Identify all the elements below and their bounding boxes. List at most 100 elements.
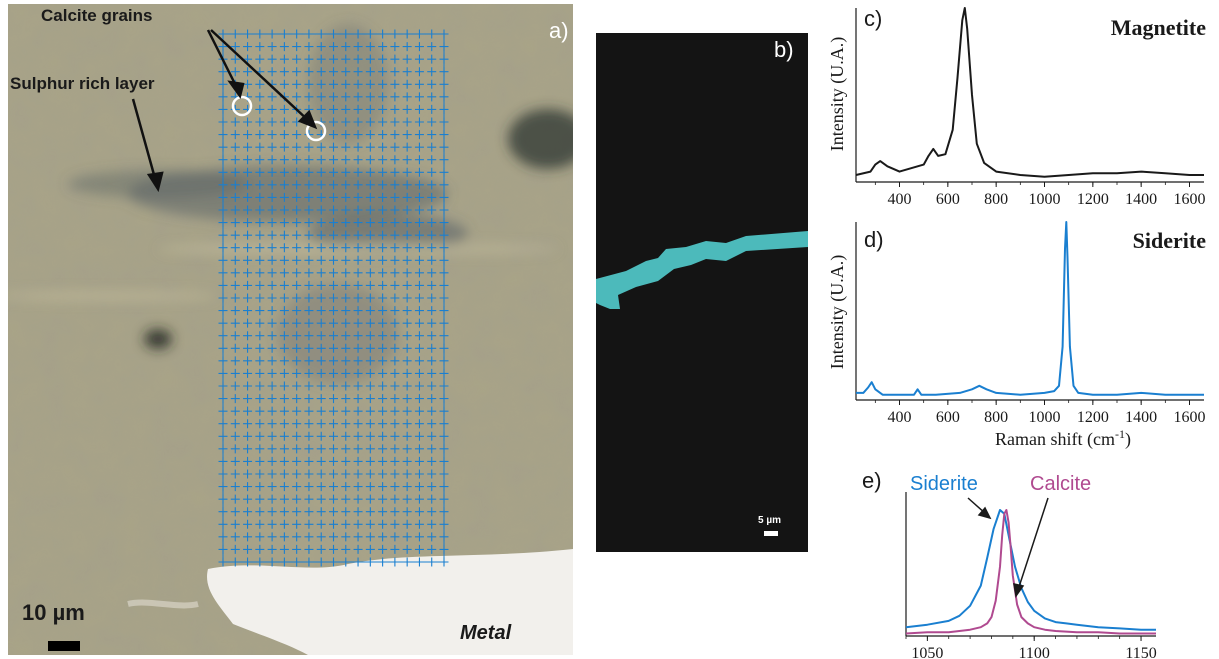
grid-cross (304, 331, 314, 341)
grid-cross (402, 155, 412, 165)
grid-cross (230, 293, 240, 303)
grid-cross (230, 469, 240, 479)
grid-cross (255, 92, 265, 102)
grid-cross (292, 306, 302, 316)
grid-cross (267, 507, 277, 517)
grid-cross (243, 218, 253, 228)
grid-cross (255, 356, 265, 366)
grid-cross (316, 368, 326, 378)
grid-cross (292, 243, 302, 253)
grid-cross (341, 192, 351, 202)
grid-cross (279, 331, 289, 341)
grid-cross (279, 532, 289, 542)
grid-cross (292, 54, 302, 64)
grid-cross (378, 243, 388, 253)
panel-letter-b: b) (774, 37, 794, 62)
grid-cross (316, 167, 326, 177)
grid-cross (267, 117, 277, 127)
grid-cross (230, 255, 240, 265)
grid-cross (402, 331, 412, 341)
grid-cross (329, 79, 338, 89)
grid-cross (267, 494, 277, 504)
grid-cross (414, 456, 424, 466)
grid-cross (427, 155, 437, 165)
grid-cross (243, 293, 253, 303)
grid-cross (230, 155, 240, 165)
grid-cross (230, 192, 240, 202)
grid-cross (304, 280, 314, 290)
grid-cross (439, 381, 449, 391)
grid-cross (414, 92, 424, 102)
grid-cross (353, 255, 363, 265)
grid-cross (378, 117, 388, 127)
grid-cross (267, 318, 277, 328)
grid-cross (365, 482, 375, 492)
grid-cross (439, 230, 449, 240)
grid-cross (292, 205, 302, 215)
grid-cross (378, 67, 388, 77)
grid-cross (427, 92, 437, 102)
grid-cross (353, 444, 363, 454)
grid-cross (439, 532, 449, 542)
grid-cross (267, 92, 277, 102)
grid-cross (390, 444, 400, 454)
grid-cross (390, 544, 400, 554)
grid-cross (414, 29, 424, 39)
grid-cross (378, 92, 388, 102)
grid-cross (378, 180, 388, 190)
grid-cross (292, 456, 302, 466)
panel-letter-a: a) (549, 18, 569, 43)
grid-cross (243, 130, 253, 140)
grid-cross (279, 293, 289, 303)
grid-cross (353, 557, 363, 567)
grid-cross (427, 343, 437, 353)
grid-cross (255, 331, 265, 341)
grid-cross (414, 331, 424, 341)
grid-cross (365, 544, 375, 554)
grid-cross (316, 29, 326, 39)
grid-cross (267, 104, 277, 114)
grid-cross (427, 507, 437, 517)
grid-cross (316, 419, 326, 429)
grid-cross (218, 104, 228, 114)
grid-cross (255, 117, 265, 127)
grid-cross (304, 142, 314, 152)
grid-cross (390, 306, 400, 316)
grid-cross (353, 293, 363, 303)
grid-cross (218, 368, 228, 378)
grid-cross (304, 507, 314, 517)
grid-cross (329, 117, 338, 127)
grid-cross (378, 280, 388, 290)
micrograph-panel: Calcite grains Sulphur rich layer Metal … (8, 4, 573, 655)
grid-cross (292, 394, 302, 404)
x-tick-label: 800 (984, 191, 1008, 208)
grid-cross (439, 456, 449, 466)
grid-cross (279, 368, 289, 378)
grid-cross (353, 507, 363, 517)
grid-cross (304, 180, 314, 190)
y-axis-label: Intensity (U.A.) (827, 255, 848, 369)
grid-cross (439, 29, 449, 39)
grid-cross (329, 519, 338, 529)
grid-cross (329, 318, 338, 328)
grid-cross (292, 142, 302, 152)
grid-cross (414, 444, 424, 454)
grid-cross (329, 42, 338, 52)
grid-cross (230, 318, 240, 328)
grid-cross (329, 67, 338, 77)
grid-cross (230, 117, 240, 127)
grid-cross (267, 29, 277, 39)
grid-cross (230, 494, 240, 504)
grid-cross (316, 331, 326, 341)
grid-cross (341, 42, 351, 52)
grid-cross (341, 92, 351, 102)
grid-cross (292, 130, 302, 140)
grid-cross (402, 507, 412, 517)
grid-cross (316, 180, 326, 190)
grid-cross (316, 482, 326, 492)
calcite-grain-marker (231, 95, 253, 117)
grid-cross (329, 507, 338, 517)
grid-cross (365, 268, 375, 278)
grid-cross (414, 67, 424, 77)
grid-cross (365, 142, 375, 152)
